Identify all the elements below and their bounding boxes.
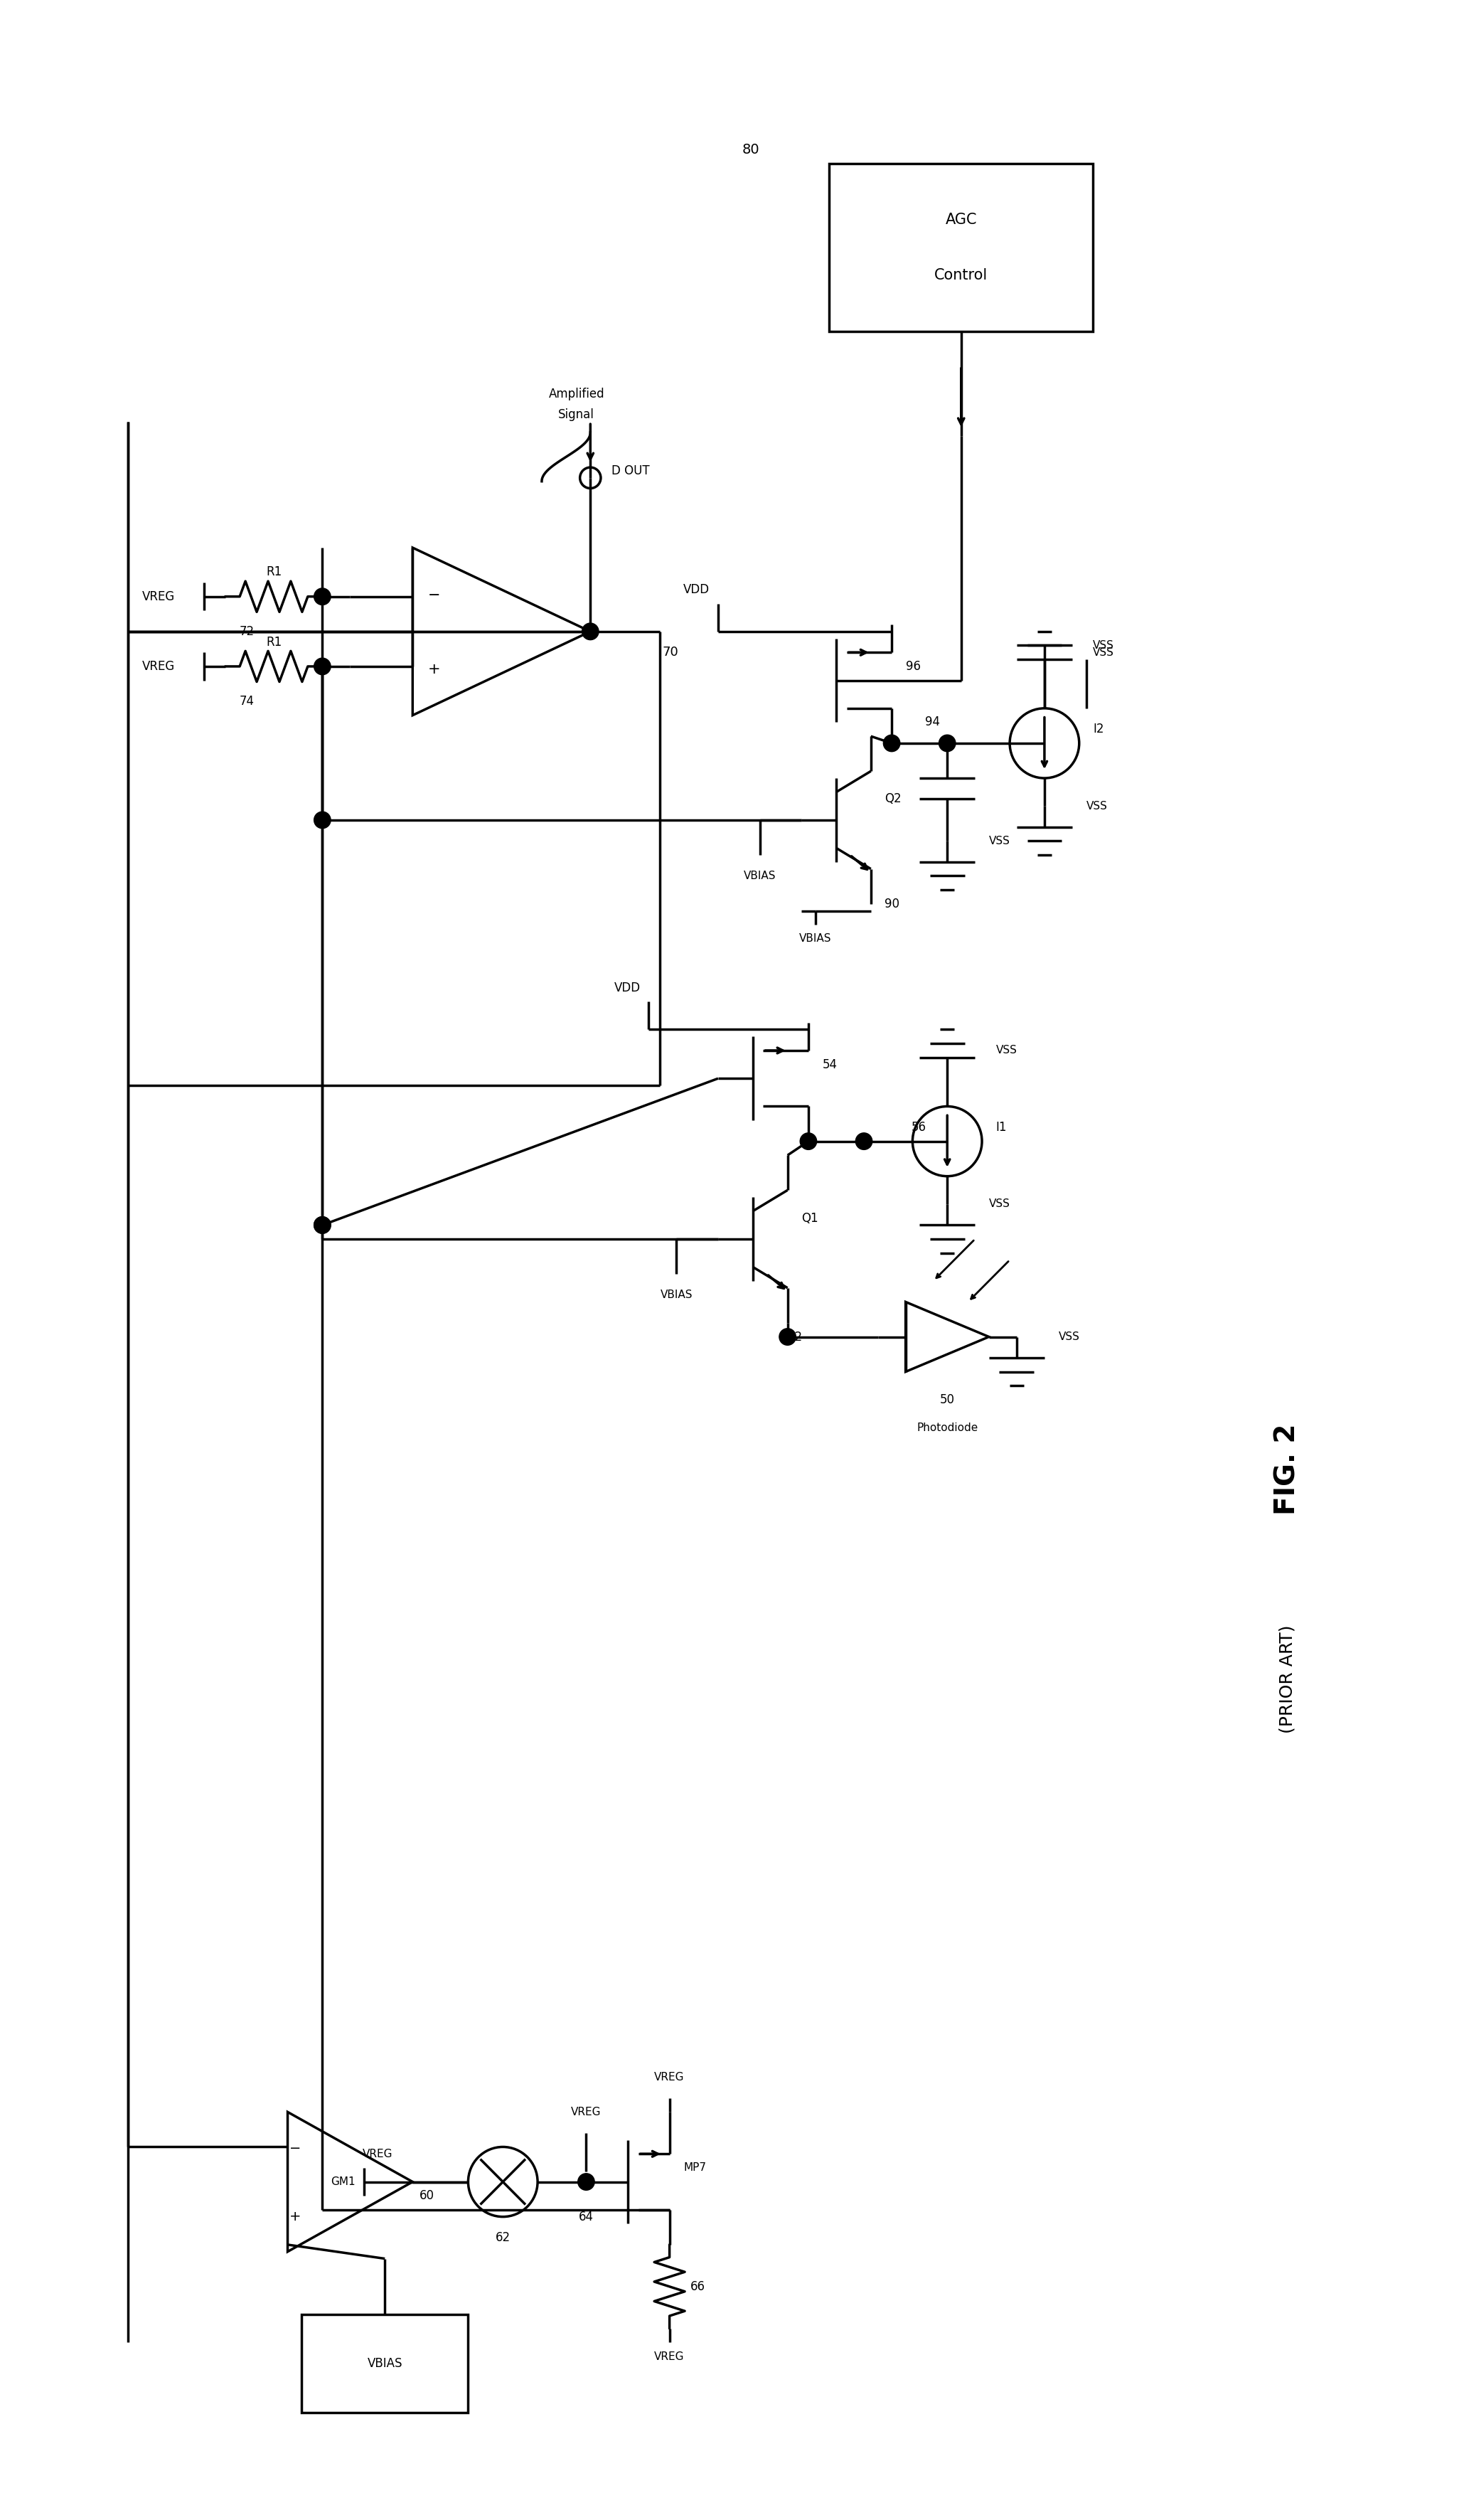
Text: VREG: VREG <box>363 2150 392 2160</box>
Text: VBIAS: VBIAS <box>367 2356 403 2369</box>
Text: VSS: VSS <box>1058 1331 1079 1343</box>
Circle shape <box>938 736 956 751</box>
Text: 74: 74 <box>239 696 253 708</box>
Text: $-$: $-$ <box>288 2139 300 2155</box>
Text: 96: 96 <box>906 660 921 673</box>
Text: VSS: VSS <box>996 1046 1017 1056</box>
Text: 52: 52 <box>788 1331 802 1343</box>
Text: VBIAS: VBIAS <box>799 932 832 945</box>
Text: 62: 62 <box>495 2230 511 2245</box>
Text: $-$: $-$ <box>427 587 439 600</box>
Text: VSS: VSS <box>988 837 1010 847</box>
Text: VBIAS: VBIAS <box>744 869 776 882</box>
Text: VBIAS: VBIAS <box>660 1290 692 1300</box>
Bar <box>829 164 1094 330</box>
Text: VDD: VDD <box>613 980 640 993</box>
Text: VSS: VSS <box>988 1200 1010 1210</box>
Text: GM1: GM1 <box>331 2177 356 2187</box>
Text: 64: 64 <box>578 2210 594 2223</box>
Text: Amplified: Amplified <box>549 388 605 401</box>
Text: VREG: VREG <box>654 2071 685 2082</box>
Text: FIG. 2: FIG. 2 <box>1274 1424 1301 1515</box>
Text: $+$: $+$ <box>288 2210 300 2223</box>
Text: 54: 54 <box>823 1058 837 1071</box>
Circle shape <box>855 1134 873 1149</box>
Circle shape <box>313 1217 331 1232</box>
Circle shape <box>313 587 331 605</box>
Text: 56: 56 <box>912 1121 927 1134</box>
Circle shape <box>799 1134 817 1149</box>
Text: VREG: VREG <box>571 2107 602 2117</box>
Text: AGC: AGC <box>946 212 976 227</box>
Circle shape <box>883 736 900 751</box>
Text: Q2: Q2 <box>884 794 902 806</box>
Circle shape <box>578 2172 594 2190</box>
Text: R1: R1 <box>266 564 281 580</box>
Circle shape <box>779 1328 796 1346</box>
Text: 60: 60 <box>420 2190 435 2202</box>
Text: MP7: MP7 <box>684 2162 706 2172</box>
Text: VREG: VREG <box>142 660 174 673</box>
Circle shape <box>313 658 331 675</box>
Text: Signal: Signal <box>558 408 594 421</box>
Bar <box>302 2313 468 2412</box>
Text: 72: 72 <box>239 625 255 638</box>
Text: 70: 70 <box>663 645 679 658</box>
Text: (PRIOR ART): (PRIOR ART) <box>1280 1625 1296 1734</box>
Text: 90: 90 <box>884 897 900 910</box>
Text: VSS: VSS <box>1094 640 1114 650</box>
Text: I1: I1 <box>996 1121 1007 1134</box>
Text: VSS: VSS <box>1086 801 1107 811</box>
Text: $+$: $+$ <box>427 663 439 675</box>
Circle shape <box>583 622 599 640</box>
Text: R1: R1 <box>266 635 281 648</box>
Text: Photodiode: Photodiode <box>916 1421 978 1434</box>
Text: I2: I2 <box>1094 723 1104 736</box>
Text: VREG: VREG <box>654 2351 685 2361</box>
Text: 66: 66 <box>691 2281 706 2293</box>
Text: Q1: Q1 <box>801 1212 818 1225</box>
Text: D OUT: D OUT <box>610 464 650 476</box>
Text: 50: 50 <box>940 1394 955 1406</box>
Text: 94: 94 <box>925 716 940 728</box>
Text: VDD: VDD <box>684 582 710 597</box>
Text: Control: Control <box>934 267 988 282</box>
Circle shape <box>313 1217 331 1232</box>
Circle shape <box>313 811 331 829</box>
Text: 80: 80 <box>742 144 760 156</box>
Text: VSS: VSS <box>1094 648 1114 658</box>
Text: VREG: VREG <box>142 590 174 602</box>
